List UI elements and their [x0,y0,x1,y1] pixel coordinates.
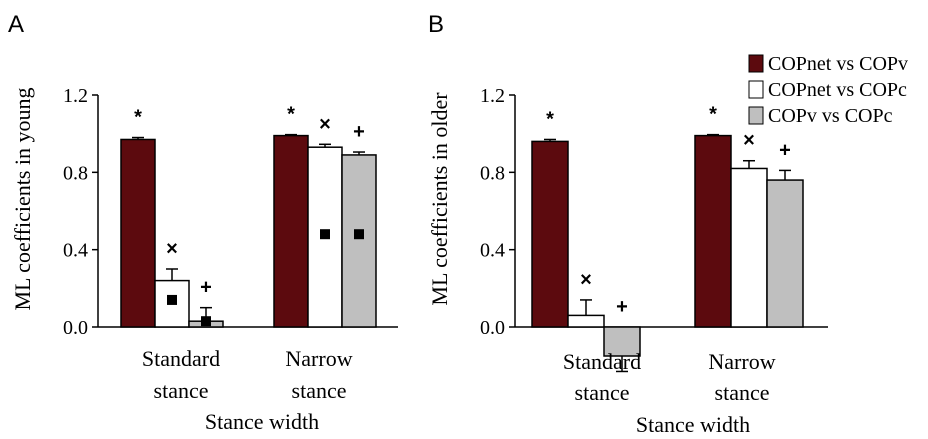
significance-marker: × [580,269,592,291]
square-marker [354,229,364,240]
bar [730,167,768,328]
bar [694,134,732,328]
legend-item: COPnet vs COPv [748,53,908,75]
x-category-label: stance [715,380,770,405]
bar [341,154,377,328]
square-marker [201,316,211,327]
legend-label: COPv vs COPc [768,105,893,127]
significance-marker: * [546,108,554,130]
y-tick-label: 0.8 [63,162,88,184]
legend-swatch [748,106,764,125]
significance-marker: + [353,121,365,143]
significance-marker: * [709,104,717,126]
y-axis-title-a: ML coefficients in young [10,87,35,310]
panel-b: B ML coefficients in older Stance width … [427,11,828,437]
y-tick-label: 0.4 [480,240,505,262]
square-marker [167,294,177,305]
significance-marker: + [200,277,212,299]
legend-label: COPnet vs COPc [768,79,907,101]
panel-a: A ML coefficients in young Stance width … [8,11,398,434]
panel-letter-b: B [428,11,444,38]
plot-area-a: 0.0 0.4 0.8 1.2 * * × × + + Standard stance Narrow st… [63,85,398,403]
bar [120,138,156,328]
significance-marker: * [134,107,142,129]
y-tick-label: 0.0 [63,317,88,339]
y-tick-label: 0.0 [480,317,505,339]
y-tick-label: 0.4 [63,240,88,262]
x-category-label: stance [575,380,630,405]
legend-swatch [748,80,764,99]
significance-marker: × [319,113,331,135]
plot-area-b: 0.0 0.4 0.8 1.2 * * × × + + Standard stance Narrow st… [480,85,828,405]
legend-swatch [748,54,764,73]
x-category-label: Narrow [708,349,775,374]
legend: COPnet vs COPv COPnet vs COPc COPv vs CO… [748,53,908,127]
bar [567,314,605,328]
x-category-label: Standard [142,346,220,371]
y-tick-label: 0.8 [480,162,505,184]
y-tick-label: 1.2 [63,85,88,107]
y-axis-title-b: ML coefficients in older [427,92,452,306]
legend-item: COPnet vs COPc [748,79,907,101]
x-axis-title-b: Stance width [636,412,750,437]
square-marker [320,229,330,240]
bar [273,134,309,328]
significance-marker: + [616,296,628,318]
y-tick-label: 1.2 [480,85,505,107]
bar [766,179,804,328]
legend-label: COPnet vs COPv [768,53,908,75]
significance-marker: × [166,238,178,260]
x-category-label: stance [154,378,209,403]
significance-marker: × [743,130,755,152]
legend-item: COPv vs COPc [748,105,893,127]
x-category-label: stance [292,378,347,403]
x-category-label: Narrow [285,346,352,371]
x-category-label: Standard [563,349,641,374]
x-axis-title-a: Stance width [205,409,319,434]
significance-marker: * [287,104,295,126]
significance-marker: + [779,139,791,161]
bar [531,140,569,328]
panel-letter-a: A [8,11,24,38]
